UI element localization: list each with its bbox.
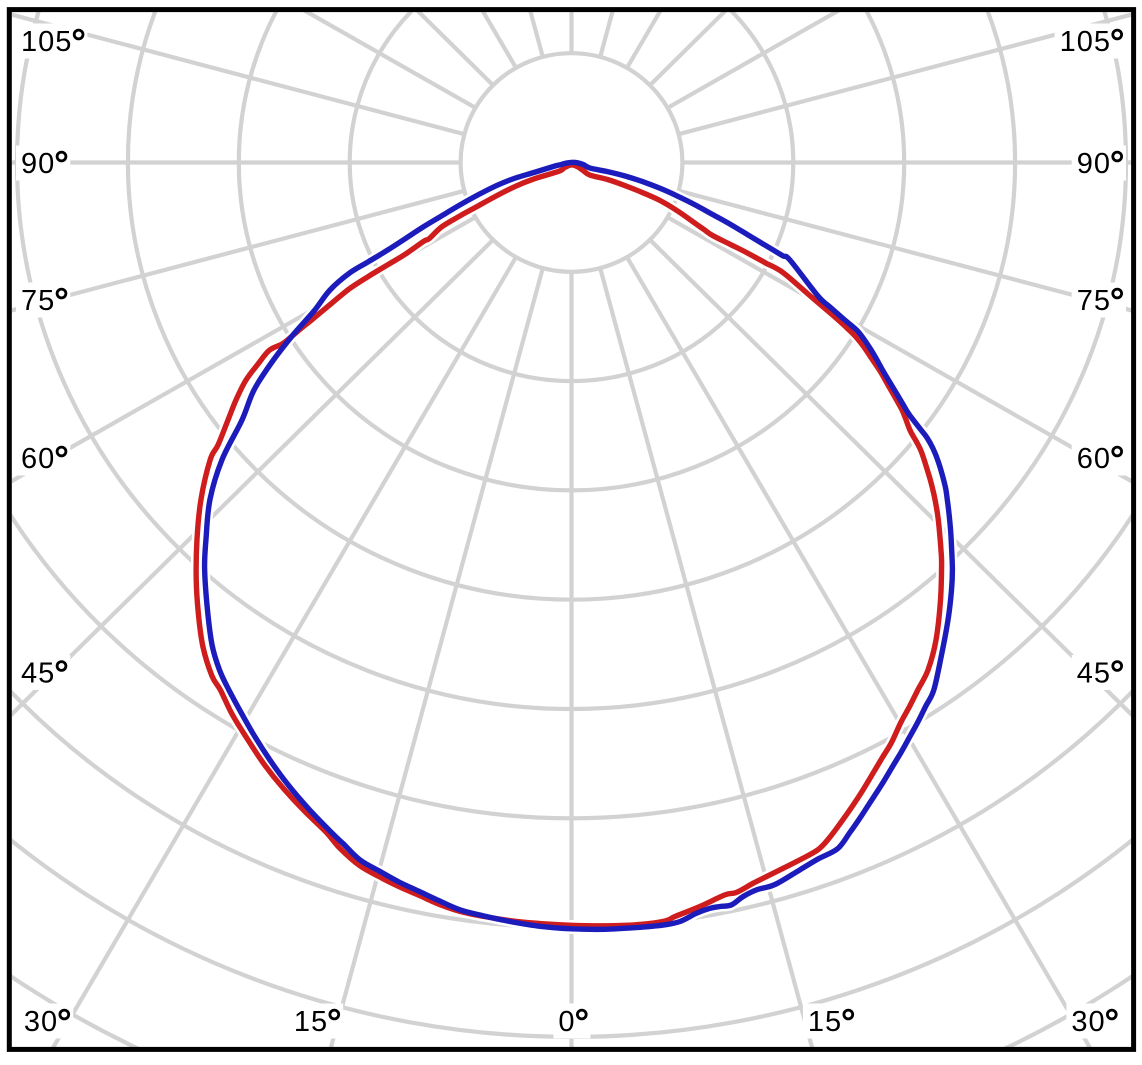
- svg-text:90: 90: [1077, 148, 1111, 180]
- svg-text:30: 30: [1071, 1006, 1105, 1038]
- svg-text:15: 15: [294, 1006, 328, 1038]
- svg-text:45: 45: [21, 658, 55, 690]
- svg-text:45: 45: [1077, 658, 1111, 690]
- svg-text:75: 75: [1077, 285, 1111, 317]
- svg-text:105: 105: [1060, 26, 1111, 58]
- svg-text:60: 60: [1077, 443, 1111, 475]
- svg-text:90: 90: [21, 148, 55, 180]
- svg-text:0: 0: [558, 1006, 575, 1038]
- svg-text:30: 30: [24, 1006, 58, 1038]
- svg-text:60: 60: [21, 443, 55, 475]
- svg-text:15: 15: [808, 1006, 842, 1038]
- svg-text:105: 105: [21, 26, 72, 58]
- svg-text:75: 75: [21, 285, 55, 317]
